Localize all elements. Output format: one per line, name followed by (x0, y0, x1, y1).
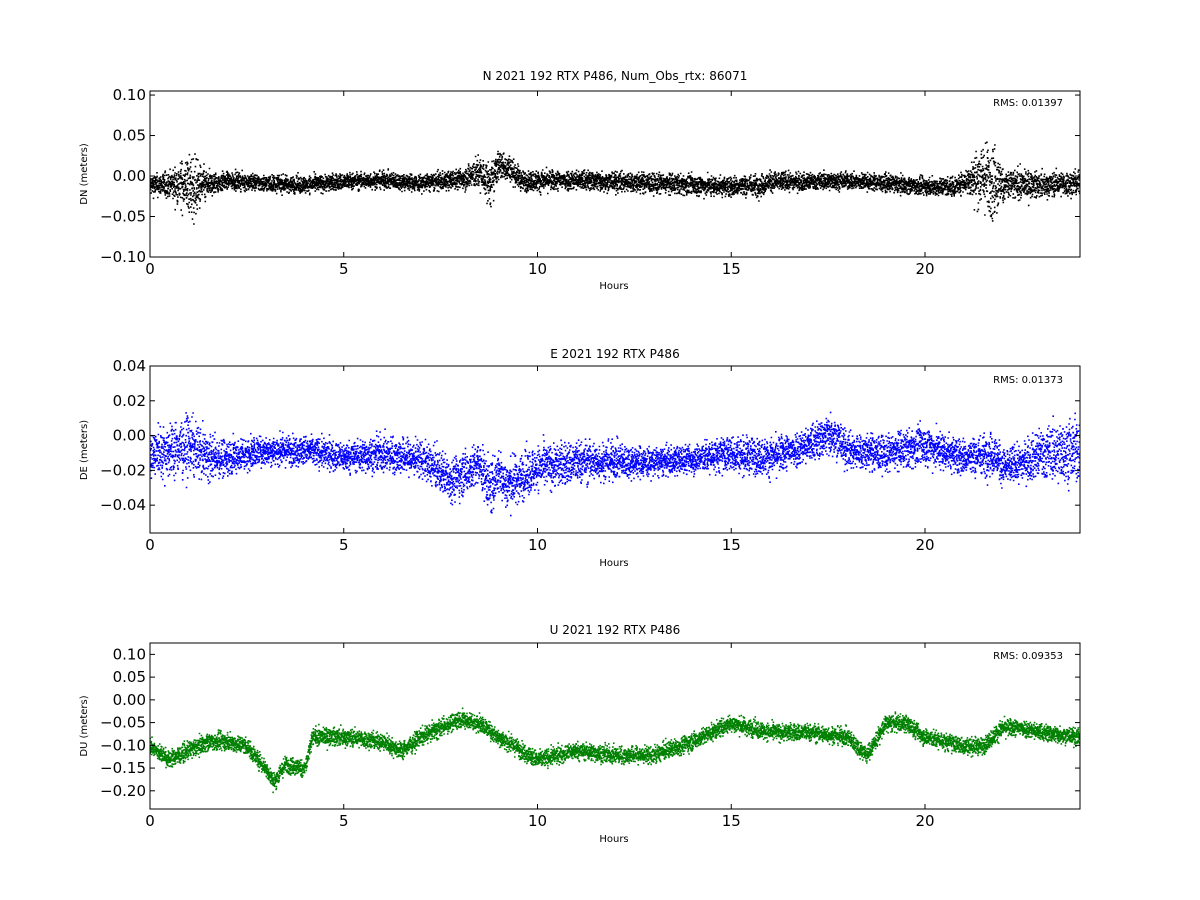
panel-east-ylabel: DE (meters) (79, 420, 90, 480)
x-tick-label: 20 (915, 536, 934, 554)
y-tick-label: −0.10 (100, 736, 146, 754)
panel-east-xlabel: Hours (599, 558, 628, 569)
panel-east-title: E 2021 192 RTX P486 (550, 347, 679, 361)
panel-north-ylabel: DN (meters) (79, 143, 90, 205)
y-tick-label: −0.02 (100, 461, 146, 479)
y-tick-label: −0.04 (100, 496, 146, 514)
y-tick-label: −0.05 (100, 208, 146, 226)
x-tick-label: 10 (528, 536, 547, 554)
x-tick-label: 15 (722, 536, 741, 554)
y-tick-label: −0.10 (100, 248, 146, 266)
panel-east-rms-label: RMS: 0.01373 (993, 375, 1063, 386)
y-tick-label: 0.00 (113, 427, 146, 445)
x-tick-label: 0 (145, 536, 155, 554)
panel-east-ticks: 0 5 10 15 20 −0.04 −0.02 0.00 0.02 0.04 (100, 357, 1080, 554)
y-tick-label: 0.02 (113, 392, 146, 410)
x-tick-label: 15 (722, 260, 741, 278)
y-tick-label: 0.05 (113, 127, 146, 145)
x-tick-label: 5 (339, 536, 349, 554)
x-tick-label: 10 (528, 260, 547, 278)
x-tick-label: 5 (339, 812, 349, 830)
panel-up-title: U 2021 192 RTX P486 (550, 623, 681, 637)
panel-east-frame (149, 365, 1081, 534)
y-tick-label: −0.05 (100, 714, 146, 732)
y-tick-label: 0.05 (113, 668, 146, 686)
x-tick-label: 10 (528, 812, 547, 830)
panel-up-frame (149, 642, 1081, 810)
panel-north: N 2021 192 RTX P486, Num_Obs_rtx: 86071 … (79, 69, 1081, 292)
y-tick-label: −0.15 (100, 759, 146, 777)
y-tick-label: 0.10 (113, 645, 146, 663)
panel-east-series-trace (150, 411, 1080, 517)
y-tick-label: 0.04 (113, 357, 146, 375)
panel-up-xlabel: Hours (599, 834, 628, 845)
x-tick-label: 5 (339, 260, 349, 278)
panel-east-marks (150, 411, 1080, 517)
panel-north-frame (149, 90, 1081, 258)
panel-up: U 2021 192 RTX P486 0 5 10 15 20 −0.20 −0.15 −0… (79, 623, 1081, 845)
x-tick-label: 0 (145, 260, 155, 278)
panel-up-ylabel: DU (meters) (79, 695, 90, 756)
y-tick-label: 0.00 (113, 691, 146, 709)
panel-north-xlabel: Hours (599, 281, 628, 292)
y-tick-label: 0.00 (113, 167, 146, 185)
x-tick-label: 15 (722, 812, 741, 830)
panel-east: E 2021 192 RTX P486 0 5 10 15 20 −0.04 −0.02 0.… (79, 347, 1081, 569)
panel-up-ticks: 0 5 10 15 20 −0.20 −0.15 −0.10 −0.05 0.00 0.05 0.10 (100, 643, 1080, 830)
x-tick-label: 20 (915, 812, 934, 830)
panel-north-title: N 2021 192 RTX P486, Num_Obs_rtx: 86071 (483, 69, 748, 83)
x-tick-label: 20 (915, 260, 934, 278)
panel-up-rms-label: RMS: 0.09353 (993, 651, 1063, 662)
y-tick-label: −0.20 (100, 782, 146, 800)
panel-north-rms-label: RMS: 0.01397 (993, 98, 1063, 109)
x-tick-label: 0 (145, 812, 155, 830)
panel-north-ticks: 0 5 10 15 20 −0.10 −0.05 0.00 0.05 0.10 (100, 86, 1080, 278)
y-tick-label: 0.10 (113, 86, 146, 104)
